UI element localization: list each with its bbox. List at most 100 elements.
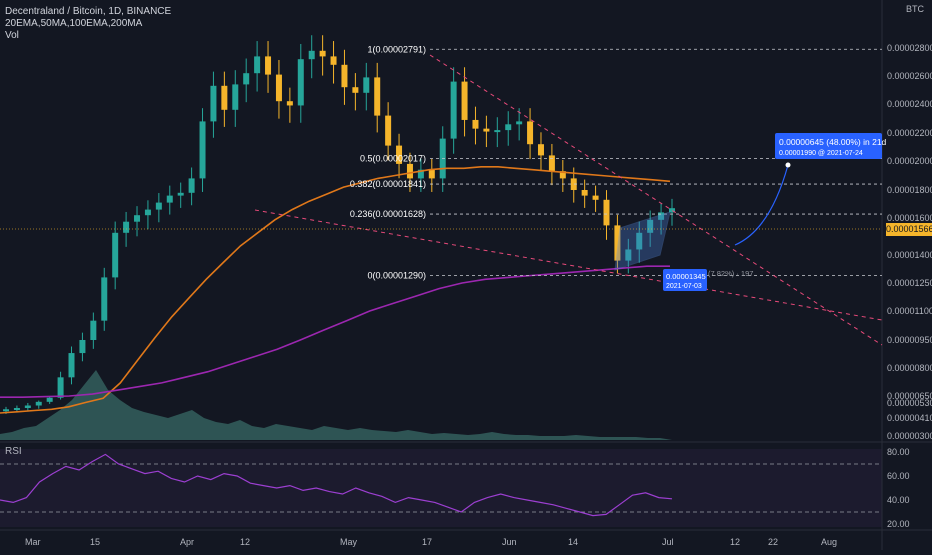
fib-label: 0.5(0.00002017) bbox=[360, 154, 426, 164]
candle-body bbox=[527, 121, 534, 145]
candle-body bbox=[210, 85, 217, 122]
fib-label: 0.382(0.00001841) bbox=[350, 179, 426, 189]
candle-body bbox=[559, 171, 566, 179]
rsi-line bbox=[0, 453, 673, 517]
candle-body bbox=[472, 119, 479, 129]
candle-body bbox=[13, 408, 20, 410]
candle-body bbox=[658, 212, 665, 220]
x-tick-label: 12 bbox=[240, 537, 250, 547]
candle-body bbox=[286, 101, 293, 106]
candle-body bbox=[57, 377, 64, 398]
candle-body bbox=[385, 115, 392, 146]
y-tick-label: 0.00001400 bbox=[887, 250, 932, 260]
low-marker-value: 0.00001345 bbox=[666, 272, 706, 281]
candle-body bbox=[46, 397, 53, 402]
low-marker-box bbox=[663, 269, 707, 291]
candle-body bbox=[669, 208, 675, 213]
candle-body bbox=[570, 178, 577, 190]
candle-body bbox=[297, 59, 304, 106]
y-tick-label: 0.00000410 bbox=[887, 413, 932, 423]
y-tick-label: 0.00000300 bbox=[887, 431, 932, 441]
x-tick-label: 12 bbox=[730, 537, 740, 547]
candle-body bbox=[35, 401, 42, 406]
fib-label: 0(0.00001290) bbox=[367, 271, 426, 281]
candle-body bbox=[516, 121, 523, 125]
x-tick-label: 17 bbox=[422, 537, 432, 547]
channel-box bbox=[614, 211, 671, 271]
candle-body bbox=[79, 340, 86, 354]
candle-body bbox=[330, 56, 337, 65]
low-marker-date: 2021-07-03 bbox=[666, 283, 702, 290]
y-tick-label: 0.00002800 bbox=[887, 43, 932, 53]
last-price-badge: 0.00001566 bbox=[886, 223, 932, 236]
candle-body bbox=[341, 64, 348, 88]
x-tick-label: Aug bbox=[821, 537, 837, 547]
x-tick-label: May bbox=[340, 537, 358, 547]
candle-body bbox=[3, 409, 9, 412]
indicator-list: 20EMA,50MA,100EMA,200MA bbox=[5, 18, 143, 29]
fib-label: 0.236(0.00001628) bbox=[350, 209, 426, 219]
x-tick-label: Jul bbox=[662, 537, 674, 547]
fib-label: 1(0.00002791) bbox=[367, 44, 426, 54]
candle-body bbox=[221, 85, 228, 110]
candle-body bbox=[592, 195, 599, 200]
candle-body bbox=[90, 320, 97, 340]
candle-body bbox=[494, 130, 501, 133]
candle-body bbox=[101, 277, 108, 321]
rsi-tick-label: 40.00 bbox=[887, 495, 910, 505]
candle-body bbox=[275, 74, 282, 102]
x-tick-label: Apr bbox=[180, 537, 194, 547]
candle-body bbox=[625, 249, 632, 261]
candle-body bbox=[188, 178, 195, 193]
candle-body bbox=[68, 353, 75, 378]
low-marker-note: (7.82%) · 197 bbox=[708, 269, 753, 278]
trendline-lower bbox=[254, 209, 883, 321]
candle-body bbox=[428, 169, 435, 179]
candle-body bbox=[614, 225, 621, 261]
y-tick-label: 0.00002000 bbox=[887, 156, 932, 166]
candle-body bbox=[581, 190, 588, 196]
candle-body bbox=[374, 77, 381, 116]
candle-body bbox=[308, 50, 315, 60]
candle-body bbox=[548, 155, 555, 172]
chart-title: Decentraland / Bitcoin, 1D, BINANCE bbox=[5, 6, 172, 17]
y-tick-label: 0.00002200 bbox=[887, 128, 932, 138]
candle-body bbox=[177, 192, 184, 196]
candle-body bbox=[483, 128, 490, 132]
projection-box bbox=[775, 133, 882, 159]
candle-body bbox=[505, 124, 512, 131]
candle-body bbox=[134, 215, 141, 222]
x-tick-label: 15 bbox=[90, 537, 100, 547]
candle-body bbox=[123, 221, 130, 233]
ma200-line bbox=[0, 265, 670, 399]
rsi-tick-label: 60.00 bbox=[887, 471, 910, 481]
y-tick-label: 0.00000530 bbox=[887, 398, 932, 408]
rsi-pane-background bbox=[0, 449, 882, 527]
y-tick-label: 0.00002400 bbox=[887, 99, 932, 109]
candle-body bbox=[396, 145, 403, 164]
y-tick-label: 0.00000800 bbox=[887, 363, 932, 373]
candle-body bbox=[319, 50, 326, 57]
projection-point bbox=[785, 162, 791, 168]
candle-body bbox=[603, 199, 610, 226]
y-tick-label: 0.00001600 bbox=[887, 213, 932, 223]
candle-body bbox=[166, 195, 173, 203]
x-tick-label: 22 bbox=[768, 537, 778, 547]
candle-body bbox=[24, 405, 31, 408]
candle-body bbox=[112, 232, 119, 278]
candle-body bbox=[352, 87, 359, 93]
candle-body bbox=[155, 202, 162, 210]
projection-detail: 0.00001990 @ 2021-07-24 bbox=[779, 150, 863, 157]
candle-body bbox=[450, 81, 457, 139]
rsi-label: RSI bbox=[5, 446, 22, 457]
rsi-tick-label: 20.00 bbox=[887, 519, 910, 529]
candle-body bbox=[144, 209, 151, 216]
candle-body bbox=[417, 169, 424, 179]
y-tick-label: 0.00000650 bbox=[887, 391, 932, 401]
y-tick-label: 0.00001100 bbox=[887, 306, 932, 316]
candle-body bbox=[265, 56, 272, 75]
y-tick-label: 0.00001800 bbox=[887, 185, 932, 195]
candle-body bbox=[232, 84, 239, 110]
